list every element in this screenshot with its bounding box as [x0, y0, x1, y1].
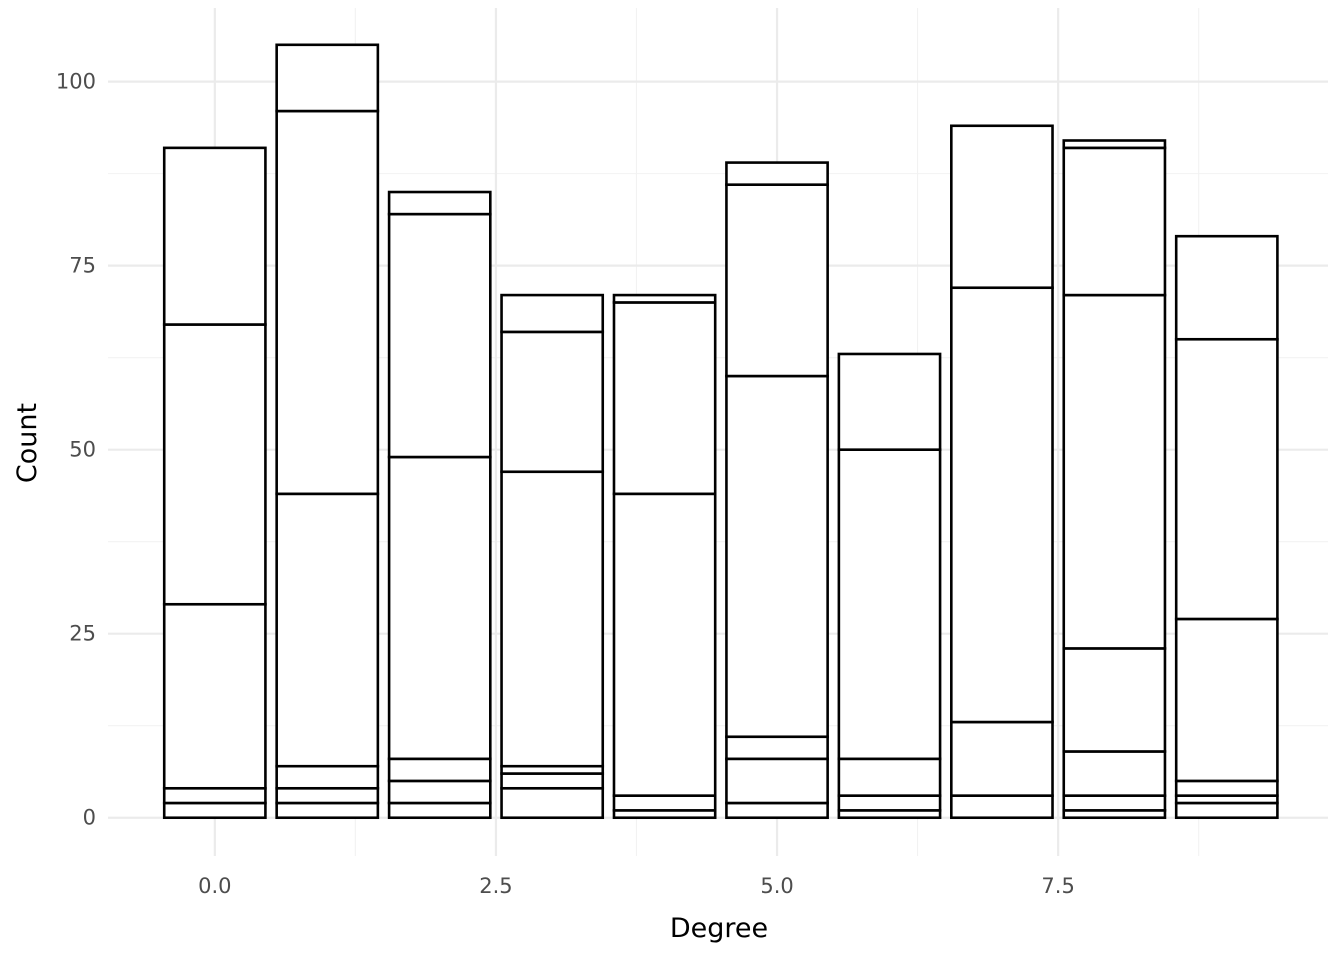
bar-8-segment-2: [1062, 750, 1167, 797]
bar-5-segment-0: [725, 801, 829, 820]
y-tick-label: 0: [83, 806, 96, 830]
bar-0-segment-1: [162, 786, 267, 805]
bar-6-segment-1: [837, 794, 942, 812]
bar-4-segment-4: [612, 293, 717, 304]
bar-5-segment-1: [725, 757, 829, 805]
bar-2-segment-5: [387, 190, 492, 216]
bar-6-segment-2: [837, 757, 942, 797]
bar-1-segment-4: [275, 109, 380, 496]
bar-6-segment-3: [837, 448, 942, 761]
bar-8-segment-5: [1062, 146, 1167, 297]
x-tick-label: 5.0: [760, 874, 793, 898]
bar-2-segment-0: [387, 801, 492, 820]
bar-5-segment-5: [725, 161, 829, 186]
y-tick-label: 25: [69, 622, 96, 646]
y-tick-label: 75: [69, 254, 96, 278]
bar-1-segment-5: [275, 43, 380, 113]
bar-8-segment-6: [1062, 139, 1167, 150]
bar-2-segment-2: [387, 757, 492, 783]
bar-8-segment-4: [1062, 293, 1167, 650]
bar-0-segment-2: [162, 602, 267, 790]
bar-1-segment-1: [275, 786, 380, 805]
bar-7-segment-2: [950, 286, 1054, 724]
bar-0-segment-4: [162, 146, 267, 326]
ticks-layer: 0.0 2.5 5.0 7.5 0 25 50 75 100: [56, 70, 1075, 898]
bar-9-segment-3: [1174, 617, 1279, 783]
bar-3-segment-1: [500, 772, 605, 790]
bar-9-segment-2: [1174, 779, 1279, 797]
bar-2-segment-1: [387, 779, 492, 805]
bar-9-segment-5: [1174, 234, 1279, 341]
bar-2-segment-4: [387, 212, 492, 459]
bar-4-segment-3: [612, 301, 717, 496]
x-tick-label: 2.5: [479, 874, 512, 898]
bar-3-segment-3: [500, 470, 605, 768]
bar-1-segment-3: [275, 492, 380, 768]
bar-6-segment-4: [837, 352, 942, 451]
bar-9-segment-0: [1174, 801, 1279, 820]
bar-5-segment-2: [725, 735, 829, 761]
bars-layer: [162, 43, 1279, 820]
bar-5-segment-3: [725, 374, 829, 739]
bar-5-segment-4: [725, 183, 829, 378]
x-axis-title: Degree: [670, 913, 768, 944]
bar-9-segment-4: [1174, 337, 1279, 621]
bar-4-segment-2: [612, 492, 717, 797]
x-tick-label: 0.0: [198, 874, 231, 898]
bar-7-segment-3: [950, 124, 1054, 290]
bar-1-segment-0: [275, 801, 380, 820]
bar-7-segment-0: [950, 794, 1054, 820]
bar-0-segment-3: [162, 323, 267, 606]
y-tick-label: 50: [69, 438, 96, 462]
x-tick-label: 7.5: [1041, 874, 1074, 898]
bar-3-segment-5: [500, 293, 605, 334]
bar-8-segment-3: [1062, 647, 1167, 753]
y-axis-title: Count: [12, 403, 43, 483]
bar-3-segment-0: [500, 786, 605, 820]
bar-0-segment-0: [162, 801, 267, 820]
y-tick-label: 100: [56, 70, 96, 94]
bar-2-segment-3: [387, 455, 492, 761]
bar-3-segment-4: [500, 330, 605, 474]
bar-4-segment-1: [612, 794, 717, 812]
bar-7-segment-1: [950, 720, 1054, 797]
bar-8-segment-1: [1062, 794, 1167, 812]
bar-1-segment-2: [275, 764, 380, 790]
